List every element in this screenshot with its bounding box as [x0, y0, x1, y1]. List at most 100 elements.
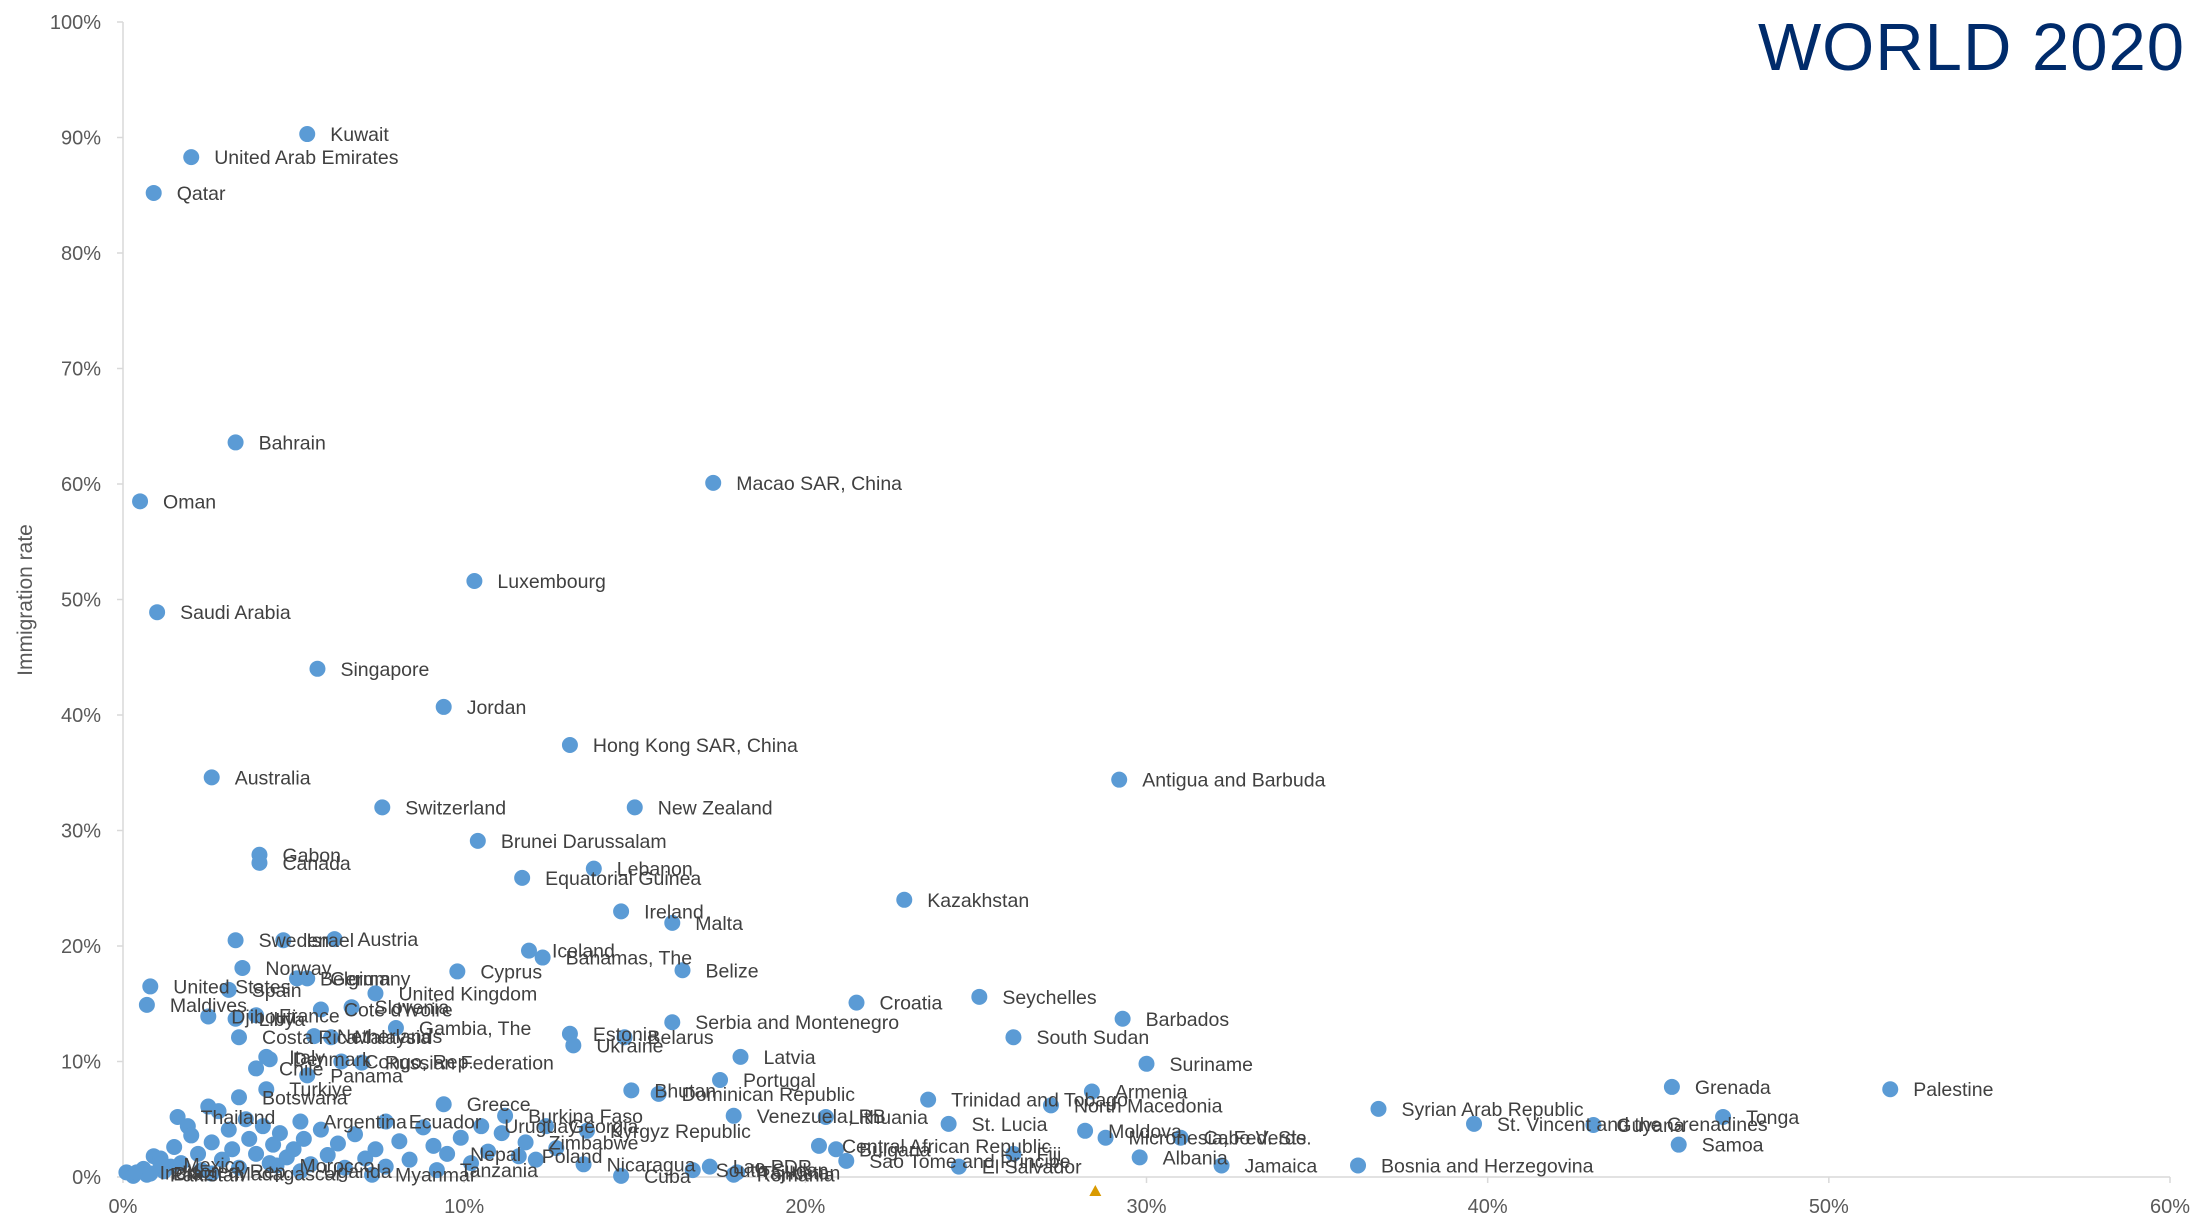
y-tick-label: 90% — [61, 128, 101, 150]
data-point-label: Germany — [330, 968, 410, 990]
data-point — [367, 1141, 384, 1158]
data-point-label: Poland — [542, 1146, 603, 1168]
data-point-label: Estonia — [593, 1024, 658, 1046]
data-point-label: Hong Kong SAR, China — [593, 735, 798, 757]
data-point-label: Central African Republic — [842, 1136, 1051, 1158]
data-point — [138, 996, 155, 1013]
data-point-label: Kazakhstan — [927, 890, 1029, 912]
data-point-label: New Zealand — [658, 797, 773, 819]
data-point-label: Armenia — [1115, 1082, 1188, 1104]
data-point-label: Panama — [330, 1065, 403, 1087]
axes-layer: 0% 10% 20% 30% 40% 50% 60% 70% 80% 90% 100% 0% 10% 20… — [50, 12, 2190, 1218]
data-point — [565, 1037, 582, 1054]
data-point — [415, 1119, 432, 1136]
data-point — [152, 1156, 169, 1173]
data-point — [248, 1145, 265, 1162]
data-point-label: Kuwait — [330, 124, 389, 146]
data-point-label: Sweden — [259, 930, 329, 952]
data-point-label: Burkina Faso — [528, 1106, 643, 1128]
data-point-label: Bhutan — [654, 1080, 716, 1102]
data-point-label: Albania — [1163, 1147, 1228, 1169]
data-point — [312, 1001, 329, 1018]
data-point — [650, 1085, 667, 1102]
data-point — [1111, 771, 1128, 788]
data-point-label: Fiji — [1036, 1144, 1061, 1166]
data-point-label: Saudi Arabia — [180, 602, 291, 624]
data-point-label: Costa Rica — [262, 1027, 358, 1049]
data-point-label: Australia — [235, 767, 311, 789]
data-point-label: Cabo Verde — [1204, 1128, 1307, 1150]
data-point-label: Bahrain — [259, 432, 326, 454]
x-tick-label: 60% — [2150, 1196, 2190, 1218]
data-point-label: St. Lucia — [972, 1114, 1048, 1136]
data-point — [261, 1051, 278, 1068]
data-point — [172, 1155, 189, 1172]
data-point-label: Brunei Darussalam — [501, 831, 667, 853]
data-point — [950, 1158, 967, 1175]
data-point-label: Uruguay — [504, 1116, 578, 1138]
data-point — [203, 1165, 220, 1182]
data-point-label: Lao PDR — [733, 1157, 812, 1179]
data-point-label: United Kingdom — [398, 983, 537, 1005]
data-point-label: Samoa — [1702, 1135, 1764, 1157]
data-point — [285, 1141, 302, 1158]
data-point — [237, 1111, 254, 1128]
data-point — [664, 1014, 681, 1031]
data-point — [1466, 1115, 1483, 1132]
data-point — [517, 1134, 534, 1151]
data-point-label: United Arab Emirates — [214, 147, 399, 169]
data-point — [343, 999, 360, 1016]
data-point-label: Morocco — [300, 1155, 375, 1177]
data-point — [1114, 1010, 1131, 1027]
data-point — [295, 1130, 312, 1147]
y-tick-label: 80% — [61, 243, 101, 265]
data-point — [817, 1108, 834, 1125]
data-point — [664, 914, 681, 931]
data-point — [940, 1115, 957, 1132]
data-point — [183, 149, 200, 166]
data-point-label: Maldives — [170, 995, 247, 1017]
data-point-label: Italy — [289, 1047, 325, 1069]
data-point-label: Macao SAR, China — [736, 473, 902, 495]
data-point-label: Georgia — [569, 1116, 639, 1138]
data-point-label: Malta — [695, 913, 743, 935]
data-point — [480, 1143, 497, 1160]
y-tick-label: 0% — [72, 1167, 101, 1189]
data-point — [200, 1008, 217, 1025]
data-point-label: India — [160, 1162, 202, 1184]
data-point — [230, 1089, 247, 1106]
data-point-label: Latvia — [764, 1047, 816, 1069]
data-point-label: Madagascar — [235, 1164, 343, 1186]
data-point — [149, 604, 166, 621]
data-point — [712, 1071, 729, 1088]
data-point-label: Nepal — [470, 1144, 521, 1166]
y-tick-label: 70% — [61, 359, 101, 381]
y-tick-label: 10% — [61, 1052, 101, 1074]
chart-title: WORLD 2020 — [1758, 10, 2185, 85]
data-point — [810, 1137, 827, 1154]
data-point-label: Myanmar — [395, 1165, 477, 1187]
x-tick-label: 50% — [1809, 1196, 1849, 1218]
data-point — [1005, 1145, 1022, 1162]
data-point — [578, 1122, 595, 1139]
data-point — [309, 660, 326, 677]
data-point — [725, 1107, 742, 1124]
y-axis-label: Immigration rate — [14, 524, 37, 676]
data-point — [401, 1151, 418, 1168]
data-point-label: Palestine — [1913, 1079, 1993, 1101]
x-tick-label: 10% — [444, 1196, 484, 1218]
data-point-label: Lithuania — [849, 1107, 928, 1129]
x-tick-label: 40% — [1468, 1196, 1508, 1218]
points-layer — [118, 126, 1899, 1184]
x-axis-marker-triangle — [1089, 1185, 1102, 1196]
data-point — [838, 1152, 855, 1169]
data-point — [230, 1029, 247, 1046]
data-point — [312, 1121, 329, 1138]
data-point — [183, 1127, 200, 1144]
data-point — [1663, 1078, 1680, 1095]
data-point-label: Spain — [252, 980, 302, 1002]
data-point — [613, 1167, 630, 1184]
data-point-label: Norway — [265, 958, 331, 980]
